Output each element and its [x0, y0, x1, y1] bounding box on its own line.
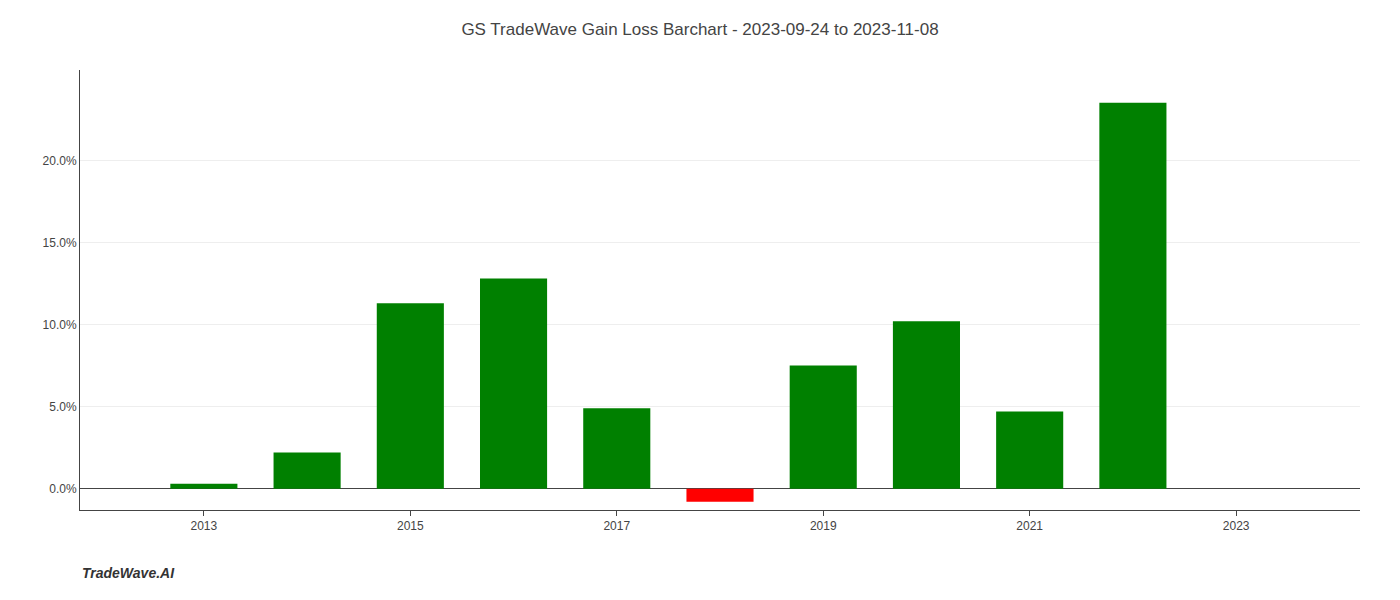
- svg-text:2019: 2019: [810, 519, 837, 533]
- svg-text:10.0%: 10.0%: [43, 318, 77, 332]
- svg-text:2015: 2015: [397, 519, 424, 533]
- svg-text:2021: 2021: [1016, 519, 1043, 533]
- svg-text:2017: 2017: [603, 519, 630, 533]
- svg-text:TradeWave.AI: TradeWave.AI: [82, 565, 175, 581]
- svg-text:0.0%: 0.0%: [49, 482, 77, 496]
- svg-text:15.0%: 15.0%: [43, 236, 77, 250]
- svg-text:5.0%: 5.0%: [49, 400, 77, 414]
- svg-text:2013: 2013: [191, 519, 218, 533]
- svg-text:20.0%: 20.0%: [43, 154, 77, 168]
- svg-text:GS TradeWave Gain Loss Barchar: GS TradeWave Gain Loss Barchart - 2023-0…: [461, 20, 938, 39]
- svg-text:2023: 2023: [1223, 519, 1250, 533]
